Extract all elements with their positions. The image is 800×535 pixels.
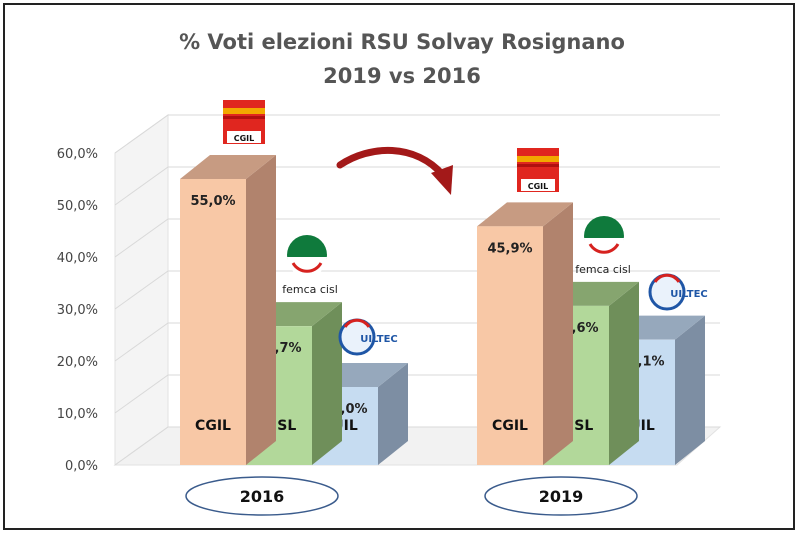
filctem-cgil-logo-icon: CGIL <box>517 148 559 192</box>
bar-2016-cgil: 55,0% CGIL <box>180 155 276 465</box>
uiltec-logo-icon: UILTEC <box>648 273 708 311</box>
uiltec-logo-icon: UILTEC <box>338 318 398 356</box>
chart-frame: 0,0% 10,0% 20,0% 30,0% 40,0% 50,0% 60,0% % Vot… <box>3 3 795 530</box>
y-tick-label: 50,0% <box>57 199 98 214</box>
category-label: CGIL <box>492 418 528 434</box>
femca-cisl-logo-icon: femca cisl <box>575 216 631 276</box>
group-labels: 2016 2019 <box>185 476 638 516</box>
logo-text: UILTEC <box>670 289 708 300</box>
group-label-2019: 2019 <box>484 476 638 516</box>
bar-2019-cgil: 45,9% CGIL <box>477 202 573 465</box>
bar-side <box>609 281 639 465</box>
bar-side <box>675 315 705 465</box>
bars: 15,0%UIL26,7%CISL55,0%CGIL24,1%UIL30,6%C… <box>180 155 705 465</box>
filctem-cgil-logo-icon: CGIL <box>223 100 265 144</box>
bar-front <box>180 179 246 465</box>
union-logos: CGIL CGIL femca cisl femca cisl UILTEC UILTEC <box>223 100 708 356</box>
logo-text: CGIL <box>528 182 549 191</box>
logo-text: femca cisl <box>282 283 338 296</box>
gridline <box>114 114 720 154</box>
y-axis-ticks: 0,0% 10,0% 20,0% 30,0% 40,0% 50,0% 60,0% <box>57 147 98 474</box>
logo-text: CGIL <box>234 134 255 143</box>
y-tick-label: 60,0% <box>57 147 98 162</box>
bar-chart: 0,0% 10,0% 20,0% 30,0% 40,0% 50,0% 60,0% % Vot… <box>57 30 722 516</box>
bar-side <box>543 202 573 465</box>
group-label-2016: 2016 <box>185 476 339 516</box>
bar-side <box>312 302 342 465</box>
chart-title: % Voti elezioni RSU Solvay Rosignano <box>179 30 625 54</box>
bar-top <box>477 202 573 227</box>
y-tick-label: 20,0% <box>57 355 98 370</box>
bar-side <box>246 155 276 465</box>
group-label-text: 2016 <box>240 487 285 506</box>
femca-cisl-logo-icon: femca cisl <box>282 235 338 296</box>
y-tick-label: 30,0% <box>57 303 98 318</box>
bar-top <box>180 155 276 179</box>
group-label-text: 2019 <box>539 487 584 506</box>
logo-text: UILTEC <box>360 334 398 345</box>
y-tick-label: 10,0% <box>57 407 98 422</box>
chart-subtitle: 2019 vs 2016 <box>323 64 481 88</box>
y-tick-label: 40,0% <box>57 251 98 266</box>
data-label: 45,9% <box>487 241 532 256</box>
data-label: 55,0% <box>190 194 235 209</box>
logo-text: femca cisl <box>575 263 631 276</box>
bar-front <box>477 226 543 465</box>
bar-side <box>378 363 408 465</box>
trend-arrow-icon <box>336 147 453 195</box>
category-label: CGIL <box>195 418 231 434</box>
y-tick-label: 0,0% <box>65 459 98 474</box>
